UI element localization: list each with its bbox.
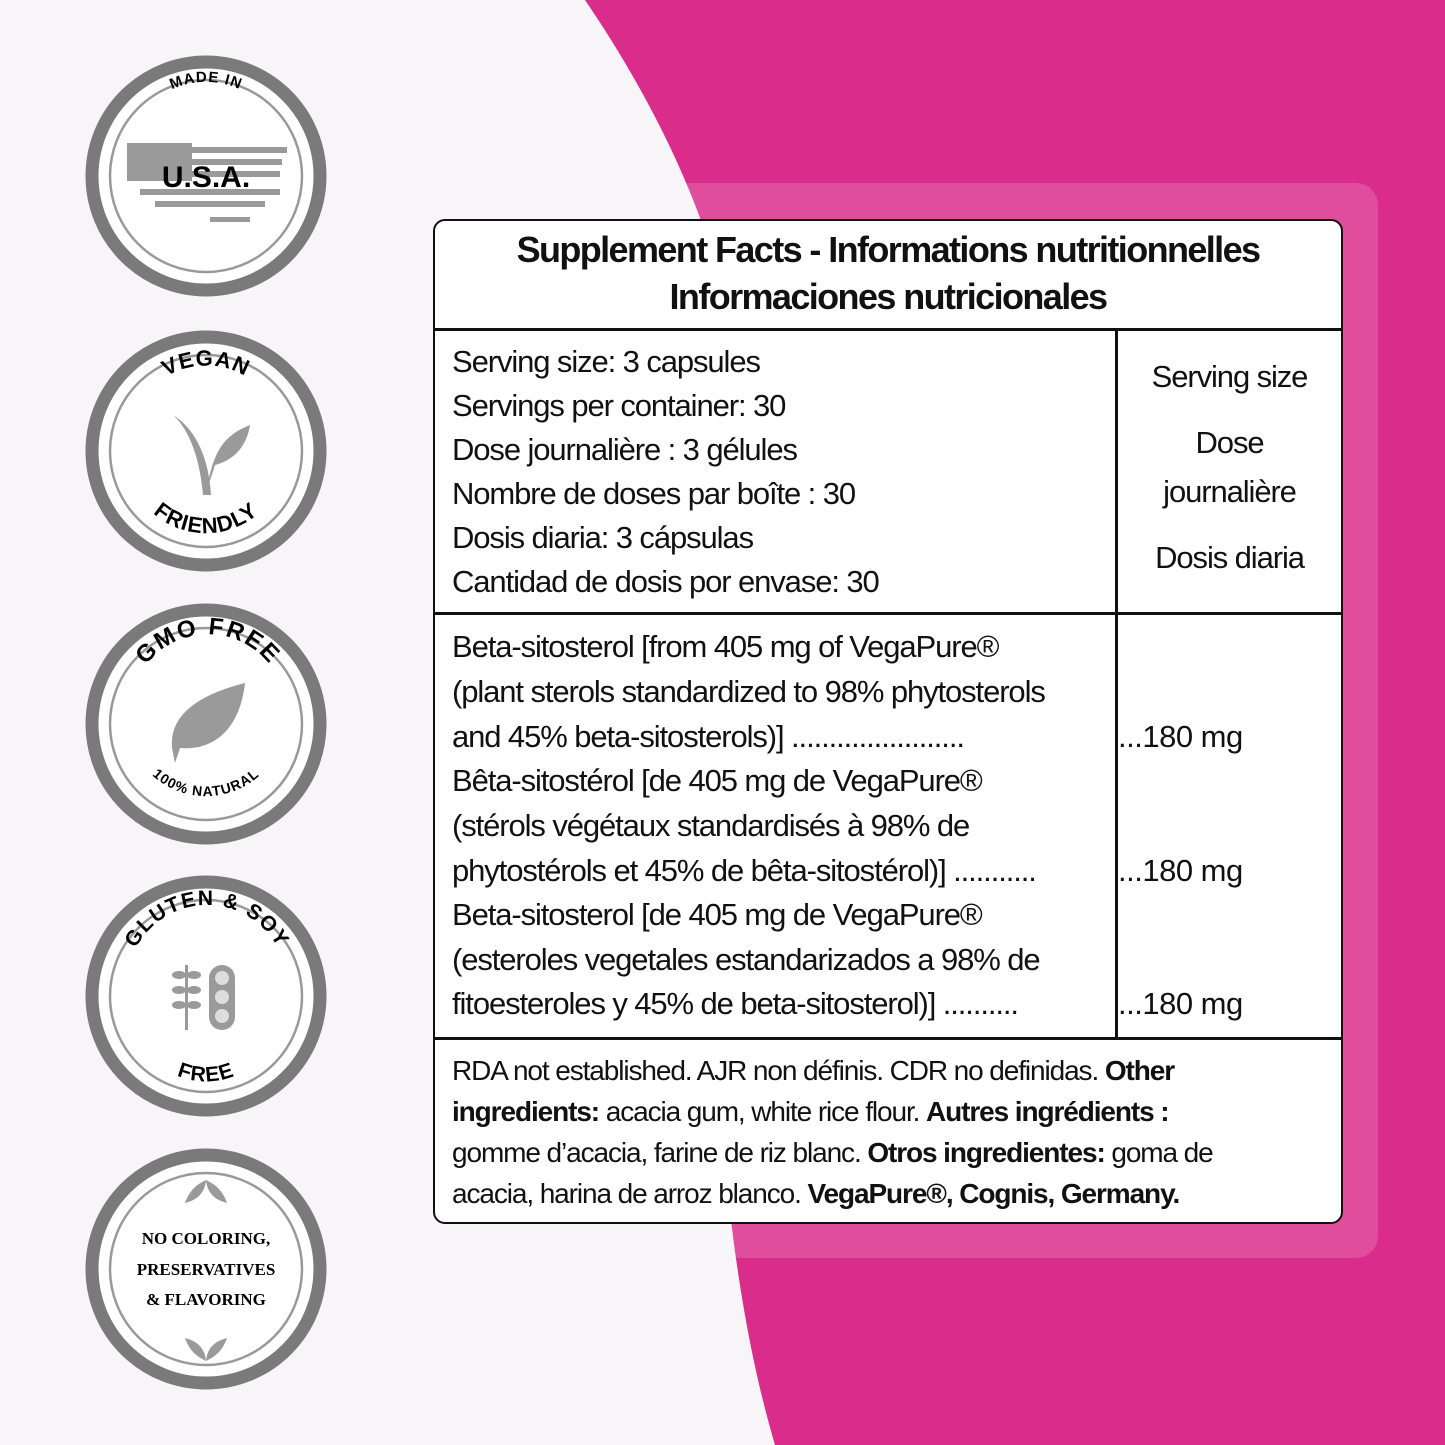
amount: ...180 mg — [1118, 986, 1243, 1021]
amount: ...180 mg — [1118, 719, 1243, 754]
svg-text:PRESERVATIVES: PRESERVATIVES — [137, 1260, 276, 1279]
supplement-facts-table: Supplement Facts - Informations nutritio… — [433, 219, 1343, 1224]
facts-subtitle: Informaciones nutricionales — [669, 276, 1109, 317]
journaliere-header: journalière — [1163, 474, 1297, 509]
amount: ...180 mg — [1118, 853, 1243, 888]
svg-text:& FLAVORING: & FLAVORING — [146, 1290, 266, 1309]
vegan-v-leaf-icon — [173, 415, 250, 495]
svg-text:NO COLORING,: NO COLORING, — [142, 1229, 270, 1248]
serving-size-header: Serving size — [1151, 359, 1309, 394]
gluten-soy-free-badge: GLUTEN & SOY FREE — [85, 875, 327, 1117]
no-coloring-badge: NO COLORING, PRESERVATIVES & FLAVORING — [85, 1148, 327, 1390]
svg-text:U.S.A.: U.S.A. — [162, 161, 250, 194]
dosis-diaria-header: Dosis diaria — [1155, 540, 1305, 575]
vegan-friendly-badge: VEGAN FRIENDLY — [85, 330, 327, 572]
made-in-usa-badge: MADE IN U.S.A. — [85, 55, 327, 297]
usa-flag-map-icon — [127, 143, 287, 222]
facts-title: Supplement Facts - Informations nutritio… — [516, 229, 1261, 270]
dose-header: Dose — [1195, 425, 1265, 460]
gmo-free-badge: GMO FREE 100% NATURAL — [85, 603, 327, 845]
leaf-icon — [171, 683, 245, 763]
wheat-soy-icon — [172, 965, 235, 1030]
leaves-icon — [185, 1180, 227, 1361]
